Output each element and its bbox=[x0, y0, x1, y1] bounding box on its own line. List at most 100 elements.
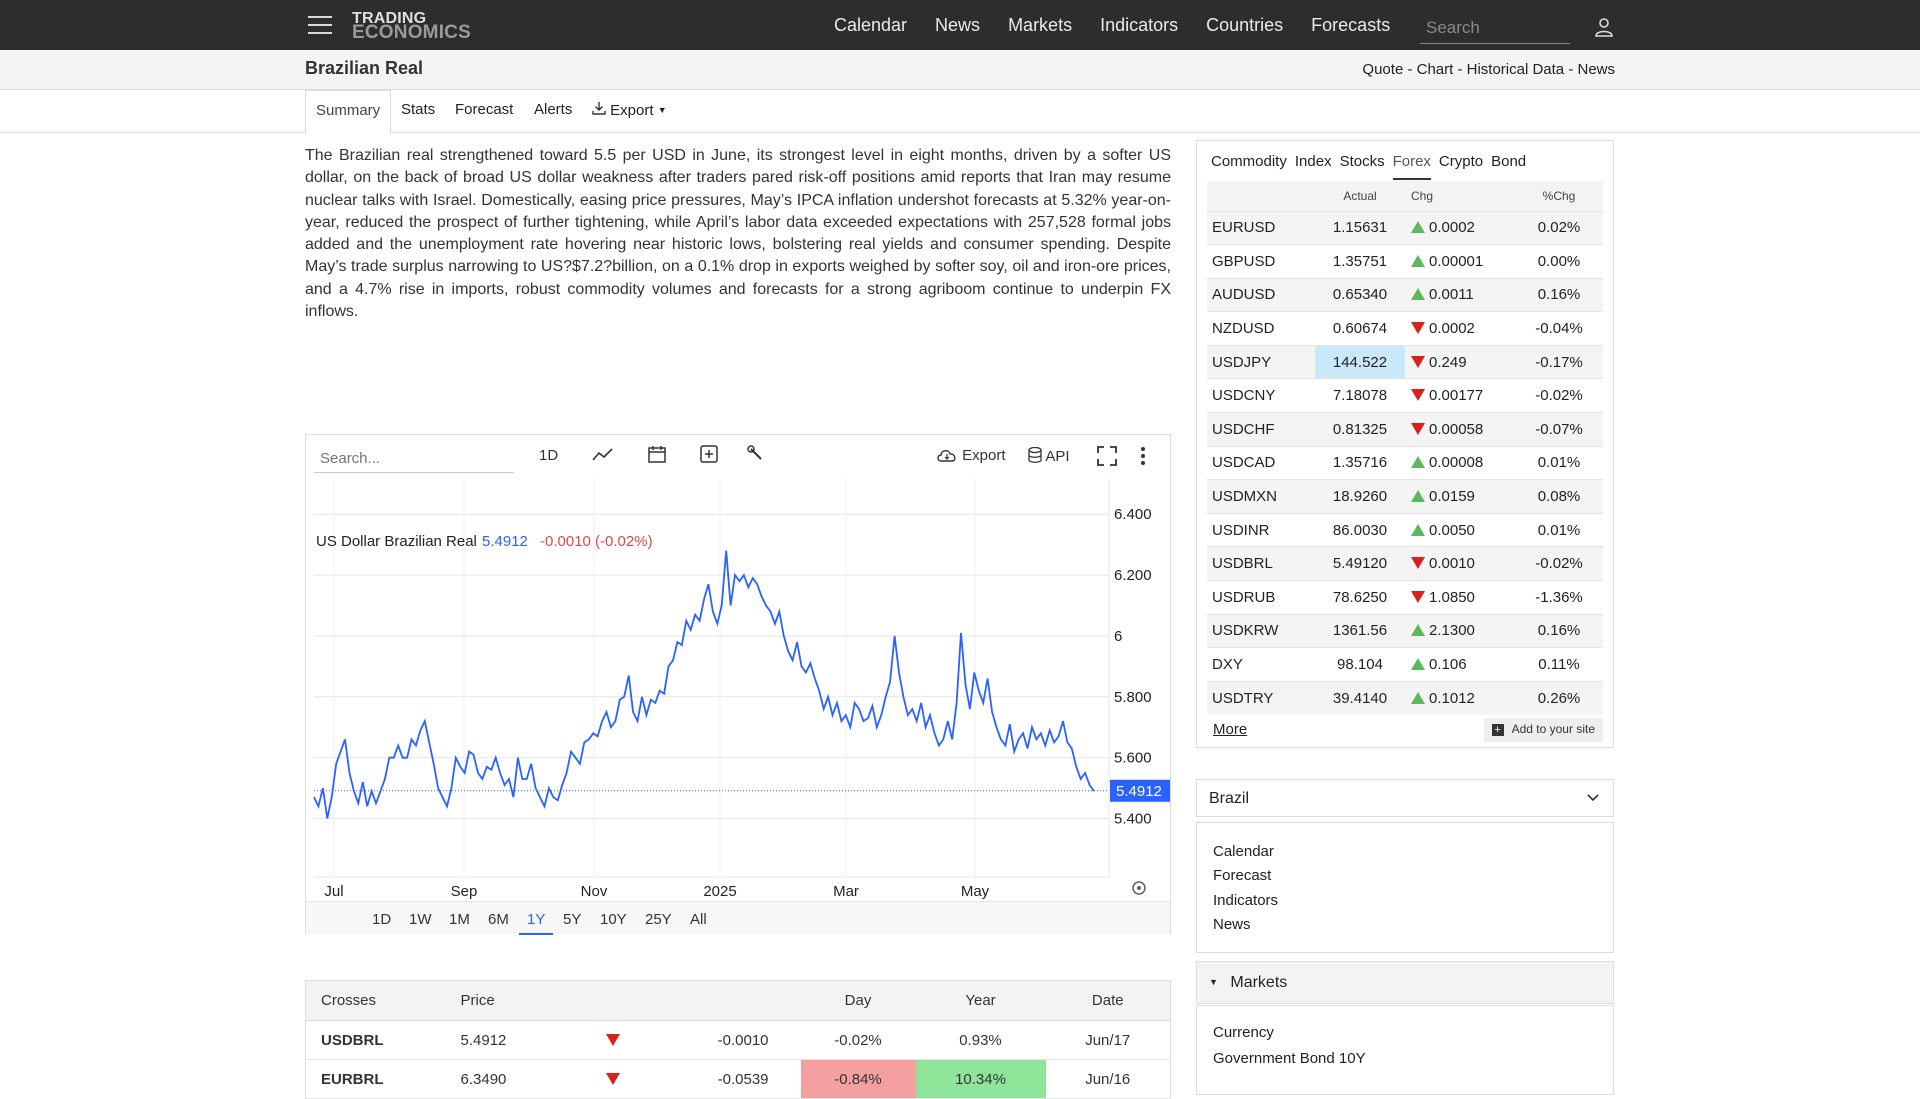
market-tab-stocks[interactable]: Stocks bbox=[1339, 153, 1385, 170]
fx-symbol[interactable]: EURUSD bbox=[1207, 210, 1315, 245]
nav-news[interactable]: News bbox=[935, 14, 981, 35]
search-input[interactable] bbox=[1420, 12, 1570, 44]
nav-calendar[interactable]: Calendar bbox=[834, 14, 908, 35]
tab-summary[interactable]: Summary bbox=[305, 90, 392, 134]
fx-symbol[interactable]: USDMXN bbox=[1207, 479, 1315, 514]
nav-indicators[interactable]: Indicators bbox=[1100, 14, 1179, 35]
cloud-download-icon bbox=[937, 450, 956, 462]
add-indicator-icon[interactable] bbox=[699, 444, 719, 464]
fx-symbol[interactable]: USDCNY bbox=[1207, 378, 1315, 413]
fx-symbol[interactable]: USDCHF bbox=[1207, 412, 1315, 447]
fx-row[interactable]: USDCAD 1.35716 0.00008 0.01% bbox=[1207, 445, 1603, 480]
fx-row[interactable]: USDINR 86.0030 0.0050 0.01% bbox=[1207, 512, 1603, 547]
range-6m[interactable]: 6M bbox=[488, 911, 509, 928]
market-tab-index[interactable]: Index bbox=[1294, 153, 1332, 170]
markets-accordion-header[interactable]: ▼ Markets bbox=[1196, 961, 1614, 1004]
fx-more-link[interactable]: More bbox=[1213, 721, 1248, 738]
cross-date: Jun/17 bbox=[1045, 1020, 1171, 1060]
fx-row[interactable]: DXY 98.104 0.106 0.11% bbox=[1207, 647, 1603, 682]
market-tab-forex[interactable]: Forex bbox=[1392, 153, 1431, 180]
market-tab-crypto[interactable]: Crypto bbox=[1438, 153, 1484, 170]
menu-icon[interactable] bbox=[308, 16, 332, 35]
y-tick-label: 6 bbox=[1114, 628, 1122, 645]
market-tab-bond[interactable]: Bond bbox=[1491, 153, 1527, 170]
crosses-header-row: Crosses Price Day Year Date bbox=[305, 980, 1171, 1021]
fx-row[interactable]: USDJPY 144.522 0.249 -0.17% bbox=[1207, 344, 1603, 379]
range-all[interactable]: All bbox=[690, 911, 707, 928]
markets-link-currency[interactable]: Currency bbox=[1213, 1024, 1274, 1041]
fx-row[interactable]: USDMXN 18.9260 0.0159 0.08% bbox=[1207, 479, 1603, 514]
user-icon[interactable] bbox=[1594, 17, 1614, 37]
cross-symbol[interactable]: EURBRL bbox=[305, 1059, 461, 1099]
range-1m[interactable]: 1M bbox=[449, 911, 470, 928]
settings-gear-icon[interactable] bbox=[1132, 881, 1146, 895]
up-arrow-icon bbox=[1411, 288, 1425, 301]
site-logo[interactable]: TRADING ECONOMICS bbox=[352, 11, 471, 43]
fx-symbol[interactable]: USDRUB bbox=[1207, 580, 1315, 615]
fx-row[interactable]: USDCHF 0.81325 0.00058 -0.07% bbox=[1207, 412, 1603, 447]
fx-row[interactable]: USDRUB 78.6250 1.0850 -1.36% bbox=[1207, 580, 1603, 615]
fx-symbol[interactable]: NZDUSD bbox=[1207, 311, 1315, 346]
fx-symbol[interactable]: USDJPY bbox=[1207, 344, 1315, 379]
fx-row[interactable]: USDCNY 7.18078 0.00177 -0.02% bbox=[1207, 378, 1603, 413]
tab-stats[interactable]: Stats bbox=[401, 101, 436, 118]
col-year: Year bbox=[915, 980, 1046, 1021]
range-1w[interactable]: 1W bbox=[409, 911, 432, 928]
fx-symbol[interactable]: AUDUSD bbox=[1207, 277, 1315, 312]
fx-symbol[interactable]: USDBRL bbox=[1207, 546, 1315, 581]
chart-search-input[interactable] bbox=[314, 445, 514, 473]
quote-chart-links[interactable]: Quote - Chart - Historical Data - News bbox=[1362, 61, 1615, 78]
cross-symbol[interactable]: USDBRL bbox=[305, 1020, 461, 1060]
range-10y[interactable]: 10Y bbox=[600, 911, 627, 928]
line-chart-icon[interactable] bbox=[592, 445, 614, 465]
fx-row[interactable]: USDBRL 5.49120 0.0010 -0.02% bbox=[1207, 546, 1603, 581]
fx-symbol[interactable]: DXY bbox=[1207, 647, 1315, 682]
table-row[interactable]: EURBRL 6.3490 -0.0539 -0.84% 10.34% Jun/… bbox=[305, 1059, 1171, 1099]
brazil-link-forecast[interactable]: Forecast bbox=[1213, 867, 1272, 884]
fx-row[interactable]: AUDUSD 0.65340 0.0011 0.16% bbox=[1207, 277, 1603, 312]
nav-markets[interactable]: Markets bbox=[1008, 14, 1073, 35]
fx-row[interactable]: GBPUSD 1.35751 0.00001 0.00% bbox=[1207, 244, 1603, 279]
caret-down-icon: ▼ bbox=[1209, 977, 1218, 987]
range-25y[interactable]: 25Y bbox=[645, 911, 672, 928]
interval-button[interactable]: 1D bbox=[539, 447, 559, 464]
down-arrow-icon bbox=[605, 1073, 620, 1085]
range-1d[interactable]: 1D bbox=[372, 911, 392, 928]
nav-countries[interactable]: Countries bbox=[1206, 14, 1284, 35]
fx-symbol[interactable]: GBPUSD bbox=[1207, 244, 1315, 279]
fullscreen-icon[interactable] bbox=[1097, 446, 1117, 466]
fx-row[interactable]: USDTRY 39.4140 0.1012 0.26% bbox=[1207, 680, 1603, 715]
nav-forecasts[interactable]: Forecasts bbox=[1311, 14, 1391, 35]
chart-last-value: 5.4912 bbox=[482, 533, 528, 550]
api-button[interactable]: API bbox=[1028, 446, 1070, 465]
table-row[interactable]: USDBRL 5.4912 -0.0010 -0.02% 0.93% Jun/1… bbox=[305, 1020, 1171, 1060]
fx-change-cell: 0.0011 bbox=[1405, 277, 1515, 312]
wrench-icon[interactable] bbox=[747, 445, 765, 463]
tab-export[interactable]: Export ▼ bbox=[592, 101, 667, 119]
fx-symbol[interactable]: USDKRW bbox=[1207, 613, 1315, 648]
fx-actual: 39.4140 bbox=[1315, 680, 1405, 715]
fx-row[interactable]: USDKRW 1361.56 2.1300 0.16% bbox=[1207, 613, 1603, 648]
add-to-site-button[interactable]: + Add to your site bbox=[1483, 718, 1603, 742]
fx-pct: 0.26% bbox=[1515, 680, 1603, 715]
brazil-link-news[interactable]: News bbox=[1213, 916, 1251, 933]
brazil-link-indicators[interactable]: Indicators bbox=[1213, 892, 1279, 909]
market-tab-commodity[interactable]: Commodity bbox=[1211, 153, 1287, 170]
fx-symbol[interactable]: USDTRY bbox=[1207, 680, 1315, 715]
fx-row[interactable]: EURUSD 1.15631 0.0002 0.02% bbox=[1207, 210, 1603, 245]
calendar-icon[interactable] bbox=[647, 444, 667, 464]
markets-link-bond[interactable]: Government Bond 10Y bbox=[1213, 1050, 1366, 1067]
tab-alerts[interactable]: Alerts bbox=[534, 101, 573, 118]
api-label: API bbox=[1045, 448, 1070, 465]
fx-row[interactable]: NZDUSD 0.60674 0.0002 -0.04% bbox=[1207, 311, 1603, 346]
brazil-link-calendar[interactable]: Calendar bbox=[1213, 843, 1274, 860]
chart-export-button[interactable]: Export bbox=[936, 447, 1006, 464]
brazil-accordion-header[interactable]: Brazil bbox=[1196, 779, 1614, 817]
range-5y[interactable]: 5Y bbox=[563, 911, 582, 928]
more-options-icon[interactable] bbox=[1140, 446, 1146, 466]
chart-plot-area[interactable]: US Dollar Brazilian Real 5.4912 -0.0010 … bbox=[306, 479, 1170, 901]
tab-forecast[interactable]: Forecast bbox=[455, 101, 514, 118]
fx-symbol[interactable]: USDINR bbox=[1207, 512, 1315, 547]
range-1y[interactable]: 1Y bbox=[519, 911, 554, 935]
fx-symbol[interactable]: USDCAD bbox=[1207, 445, 1315, 480]
